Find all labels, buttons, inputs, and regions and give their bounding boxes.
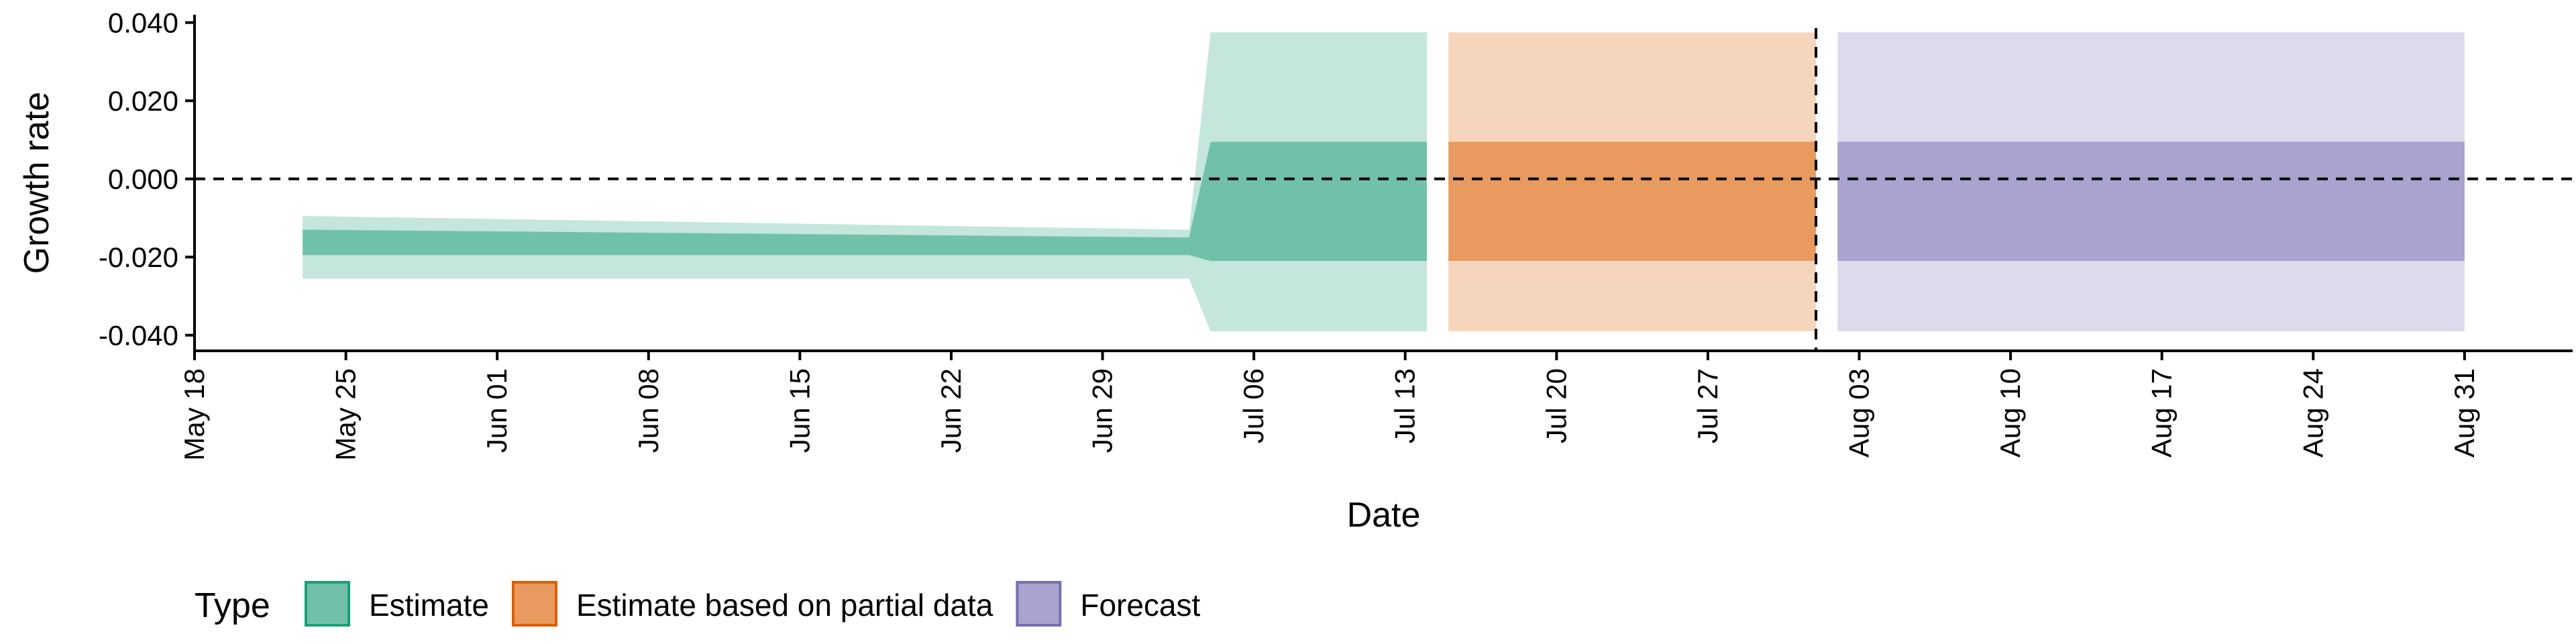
band-inner-2 (1837, 142, 2465, 262)
legend-label-0: Estimate (369, 588, 489, 623)
axes (193, 15, 2573, 352)
x-tick-label-1: May 25 (330, 368, 362, 461)
legend-label-1: Estimate based on partial data (576, 588, 994, 623)
x-tick-label-15: Aug 31 (2449, 368, 2480, 458)
legend: Type Estimate Estimate based on partial d… (195, 581, 1201, 627)
legend-swatch-2 (1016, 581, 1062, 627)
y-tick-label-3: -0.020 (99, 241, 178, 273)
legend-swatch-1 (511, 581, 557, 627)
uncertainty-bands (303, 32, 2465, 331)
y-axis-title: Growth rate (17, 92, 56, 274)
x-tick-label-4: Jun 15 (784, 368, 815, 453)
y-axis-ticks: 0.040 0.020 0.000 -0.020 -0.040 (99, 7, 195, 352)
y-tick-label-0: 0.040 (108, 7, 178, 39)
legend-title: Type (195, 586, 270, 625)
x-tick-label-10: Jul 27 (1692, 368, 1723, 443)
x-tick-label-14: Aug 24 (2297, 368, 2328, 458)
x-tick-label-13: Aug 17 (2146, 368, 2178, 458)
band-inner-1 (1448, 142, 1817, 262)
y-tick-label-2: 0.000 (108, 164, 178, 195)
band-outer-0 (303, 32, 1427, 331)
x-axis-ticks: May 18 May 25 Jun 01 Jun 08 Jun 15 Jun 22 Jun … (178, 351, 2480, 461)
x-tick-label-6: Jun 29 (1087, 368, 1118, 453)
reference-lines (195, 28, 2573, 351)
x-tick-label-9: Jul 20 (1540, 368, 1572, 443)
x-tick-label-12: Aug 10 (1994, 368, 2026, 458)
band-inner-0 (303, 142, 1427, 262)
x-tick-label-8: Jul 13 (1389, 368, 1421, 443)
x-tick-label-3: Jun 08 (633, 368, 664, 453)
x-tick-label-7: Jul 06 (1238, 368, 1269, 443)
x-tick-label-2: Jun 01 (481, 368, 513, 453)
x-tick-label-5: Jun 22 (935, 368, 967, 453)
x-tick-label-11: Aug 03 (1843, 368, 1875, 458)
legend-label-2: Forecast (1080, 588, 1200, 623)
y-tick-label-4: -0.040 (99, 320, 178, 352)
legend-swatch-0 (305, 581, 350, 627)
x-axis-title: Date (1347, 496, 1421, 535)
y-tick-label-1: 0.020 (108, 85, 178, 117)
x-tick-label-0: May 18 (178, 368, 210, 461)
